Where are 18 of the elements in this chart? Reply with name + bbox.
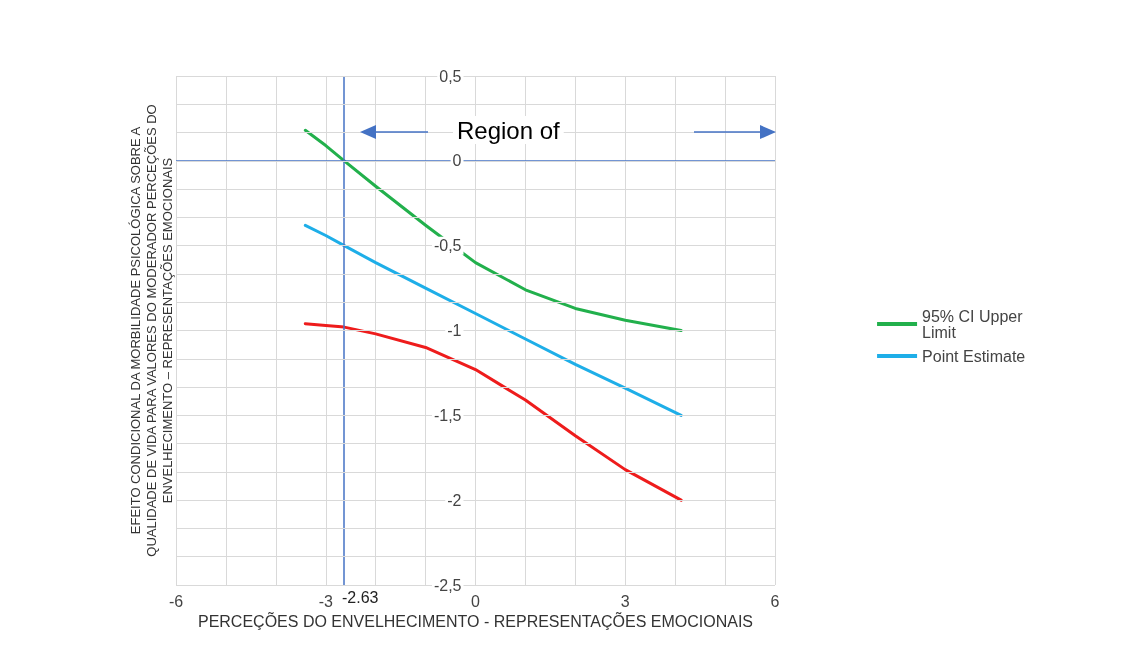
- y-tick-label: -2: [447, 491, 462, 509]
- legend-label: 95% CI Upper Limit: [922, 307, 1027, 341]
- y-tick-label: -1: [447, 322, 462, 339]
- ref-line-label: -2.63: [341, 588, 379, 606]
- y-tick-label: 0,5: [439, 67, 462, 85]
- y-tick-label: -2,5: [433, 576, 462, 594]
- legend-label: Point Estimate: [922, 347, 1026, 365]
- y-tick-label: -0,5: [433, 237, 462, 255]
- x-tick-label: -6: [168, 592, 184, 610]
- y-tick-label: 0: [452, 152, 462, 170]
- annotation: Region of: [457, 116, 561, 144]
- x-tick-label: 6: [770, 592, 780, 610]
- x-tick-label: 3: [620, 592, 630, 610]
- x-tick-label: -3: [318, 592, 333, 610]
- x-axis-title: PERCEÇÕES DO ENVELHECIMENTO - REPRESENTAÇÕES EMOCIONAIS: [197, 611, 754, 631]
- y-axis-title: EFEITO CONDICIONAL DA MORBILIDADE PSICOLÓGICA SOBRE A QUALIDADE DE VIDA PARA VALORES DO MODERADOR PERCEÇÕES DO ENVELHECIMENTO – REPRESENTAÇÕES EMOCIONAIS: [128, 104, 175, 557]
- y-tick-label: -1,5: [433, 406, 462, 424]
- x-tick-label: 0: [471, 592, 481, 610]
